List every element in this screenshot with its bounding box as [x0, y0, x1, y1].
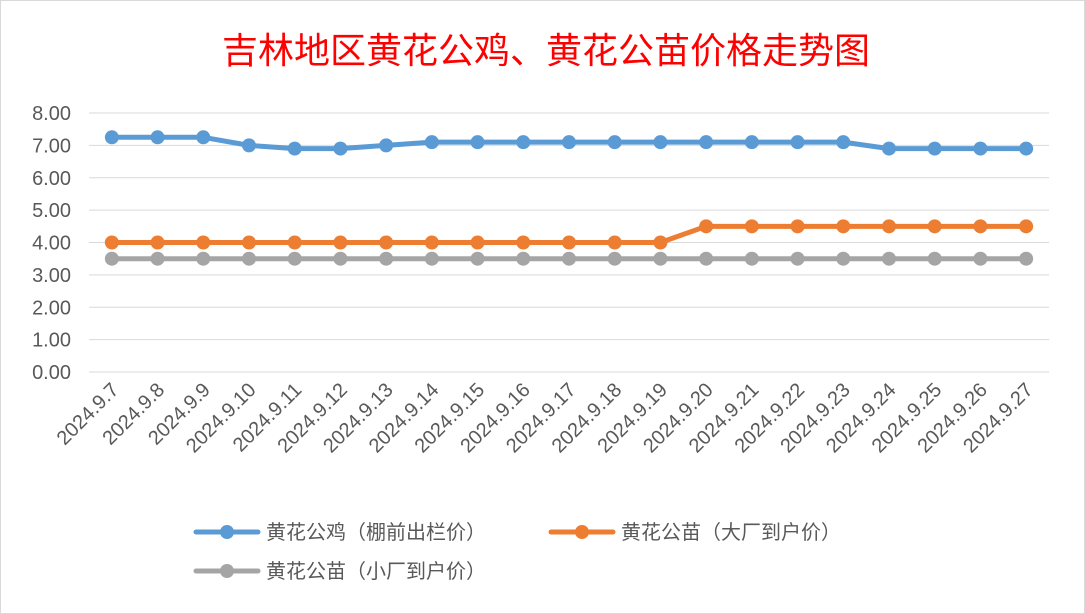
- data-point: [242, 138, 256, 153]
- data-point: [1019, 219, 1034, 234]
- data-point: [104, 251, 119, 266]
- data-point: [470, 251, 485, 266]
- data-point: [790, 251, 805, 266]
- data-point: [470, 135, 485, 150]
- data-point: [196, 235, 211, 250]
- data-point: [196, 251, 211, 266]
- series-1: [104, 130, 1034, 156]
- data-point: [973, 251, 988, 266]
- data-point: [470, 235, 485, 250]
- data-point: [196, 130, 211, 145]
- data-point: [379, 251, 394, 266]
- data-point: [287, 141, 302, 156]
- series-3: [104, 251, 1034, 266]
- data-point: [836, 219, 851, 234]
- data-point: [333, 235, 348, 250]
- y-tick-label: 0.00: [32, 362, 71, 384]
- data-point: [104, 130, 119, 145]
- y-tick-label: 2.00: [32, 297, 71, 319]
- data-point: [287, 235, 302, 250]
- data-point: [927, 251, 942, 266]
- data-point: [927, 141, 942, 156]
- data-point: [699, 251, 714, 266]
- data-point: [607, 135, 622, 150]
- data-point: [242, 251, 256, 266]
- data-point: [744, 251, 759, 266]
- data-point: [653, 251, 668, 266]
- y-axis-ticks: 0.00 1.00 2.00 3.00 4.00 5.00 6.00 7.00 8.00: [32, 103, 71, 384]
- y-tick-label: 5.00: [32, 200, 71, 222]
- data-point: [562, 251, 576, 266]
- data-point: [104, 235, 119, 250]
- data-point: [1019, 141, 1034, 156]
- series-lines: [104, 130, 1034, 266]
- y-tick-label: 7.00: [32, 135, 71, 157]
- data-point: [562, 135, 576, 150]
- x-axis-ticks: 2024.9.72024.9.82024.9.92024.9.102024.9.…: [53, 379, 1038, 457]
- data-point: [242, 235, 256, 250]
- y-tick-label: 1.00: [32, 330, 71, 352]
- data-point: [882, 141, 896, 156]
- y-tick-label: 6.00: [32, 168, 71, 190]
- data-point: [744, 135, 759, 150]
- data-point: [973, 219, 988, 234]
- legend-swatch-marker: [220, 525, 234, 539]
- data-point: [516, 135, 531, 150]
- data-point: [150, 130, 165, 145]
- data-point: [699, 219, 714, 234]
- data-point: [150, 235, 165, 250]
- legend-swatch-marker: [575, 525, 589, 539]
- legend: 黄花公鸡（棚前出栏价） 黄花公苗（大厂到户价） 黄花公苗（小厂到户价）: [193, 520, 841, 583]
- data-point: [973, 141, 988, 156]
- data-point: [287, 251, 302, 266]
- data-point: [150, 251, 165, 266]
- legend-swatch-marker: [220, 564, 234, 578]
- y-tick-label: 3.00: [32, 265, 71, 287]
- legend-item: 黄花公鸡（棚前出栏价）: [193, 520, 486, 544]
- data-point: [424, 251, 439, 266]
- data-point: [424, 235, 439, 250]
- data-point: [607, 235, 622, 250]
- data-point: [333, 251, 348, 266]
- chart-title: 吉林地区黄花公鸡、黄花公苗价格走势图: [222, 31, 870, 72]
- data-point: [790, 219, 805, 234]
- data-point: [927, 219, 942, 234]
- data-point: [882, 251, 896, 266]
- data-point: [516, 235, 531, 250]
- legend-label: 黄花公苗（小厂到户价）: [266, 559, 486, 583]
- legend-item: 黄花公苗（小厂到户价）: [193, 559, 486, 583]
- data-point: [333, 141, 348, 156]
- data-point: [379, 235, 394, 250]
- data-point: [790, 135, 805, 150]
- data-point: [1019, 251, 1034, 266]
- data-point: [699, 135, 714, 150]
- legend-label: 黄花公鸡（棚前出栏价）: [266, 520, 486, 544]
- data-point: [653, 135, 668, 150]
- data-point: [562, 235, 576, 250]
- data-point: [607, 251, 622, 266]
- data-point: [882, 219, 896, 234]
- data-point: [516, 251, 531, 266]
- y-tick-label: 8.00: [32, 103, 71, 125]
- data-point: [653, 235, 668, 250]
- data-point: [836, 251, 851, 266]
- data-point: [744, 219, 759, 234]
- data-point: [379, 138, 394, 153]
- legend-item: 黄花公苗（大厂到户价）: [548, 520, 841, 544]
- data-point: [836, 135, 851, 150]
- legend-label: 黄花公苗（大厂到户价）: [621, 520, 841, 544]
- data-point: [424, 135, 439, 150]
- y-tick-label: 4.00: [32, 233, 71, 255]
- series-2: [104, 219, 1034, 250]
